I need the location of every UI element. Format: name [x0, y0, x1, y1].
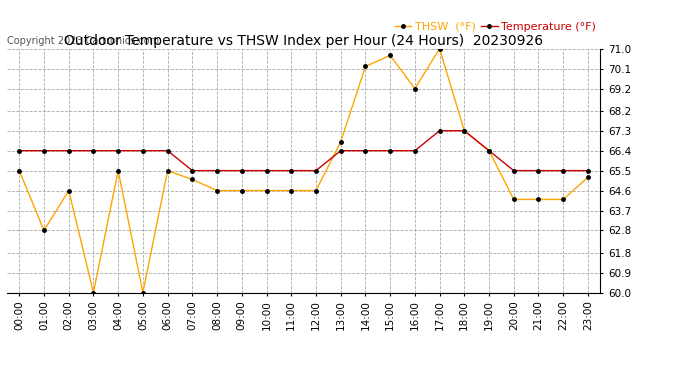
Temperature (°F) [89, 148, 97, 153]
Temperature (°F) [188, 168, 197, 173]
THSW  (°F) [89, 290, 97, 295]
Legend: THSW  (°F), Temperature (°F): THSW (°F), Temperature (°F) [390, 17, 600, 36]
Temperature (°F) [287, 168, 295, 173]
THSW  (°F) [534, 197, 542, 202]
THSW  (°F) [15, 168, 23, 173]
THSW  (°F) [312, 188, 320, 193]
THSW  (°F) [262, 188, 270, 193]
Temperature (°F) [559, 168, 567, 173]
Temperature (°F) [534, 168, 542, 173]
Temperature (°F) [262, 168, 270, 173]
THSW  (°F) [510, 197, 518, 202]
THSW  (°F) [188, 177, 197, 182]
Temperature (°F) [435, 129, 444, 133]
Temperature (°F) [164, 148, 172, 153]
Temperature (°F) [460, 129, 469, 133]
THSW  (°F) [65, 188, 73, 193]
Temperature (°F) [114, 148, 122, 153]
THSW  (°F) [164, 168, 172, 173]
THSW  (°F) [337, 140, 345, 144]
Temperature (°F) [411, 148, 419, 153]
Temperature (°F) [584, 168, 592, 173]
THSW  (°F) [584, 175, 592, 180]
THSW  (°F) [460, 129, 469, 133]
Temperature (°F) [237, 168, 246, 173]
THSW  (°F) [213, 188, 221, 193]
THSW  (°F) [139, 290, 147, 295]
Text: Copyright 2023 Cartronics.com: Copyright 2023 Cartronics.com [7, 36, 159, 46]
Temperature (°F) [312, 168, 320, 173]
Temperature (°F) [15, 148, 23, 153]
Temperature (°F) [213, 168, 221, 173]
Temperature (°F) [337, 148, 345, 153]
THSW  (°F) [362, 64, 370, 69]
Temperature (°F) [40, 148, 48, 153]
Temperature (°F) [386, 148, 394, 153]
THSW  (°F) [411, 86, 419, 91]
THSW  (°F) [386, 53, 394, 58]
THSW  (°F) [287, 188, 295, 193]
THSW  (°F) [485, 148, 493, 153]
Temperature (°F) [485, 148, 493, 153]
THSW  (°F) [237, 188, 246, 193]
THSW  (°F) [559, 197, 567, 202]
Line: THSW  (°F): THSW (°F) [17, 47, 590, 294]
Title: Outdoor Temperature vs THSW Index per Hour (24 Hours)  20230926: Outdoor Temperature vs THSW Index per Ho… [64, 34, 543, 48]
Line: Temperature (°F): Temperature (°F) [17, 129, 590, 173]
THSW  (°F) [114, 168, 122, 173]
THSW  (°F) [40, 228, 48, 233]
Temperature (°F) [510, 168, 518, 173]
THSW  (°F) [435, 46, 444, 51]
Temperature (°F) [139, 148, 147, 153]
Temperature (°F) [65, 148, 73, 153]
Temperature (°F) [362, 148, 370, 153]
